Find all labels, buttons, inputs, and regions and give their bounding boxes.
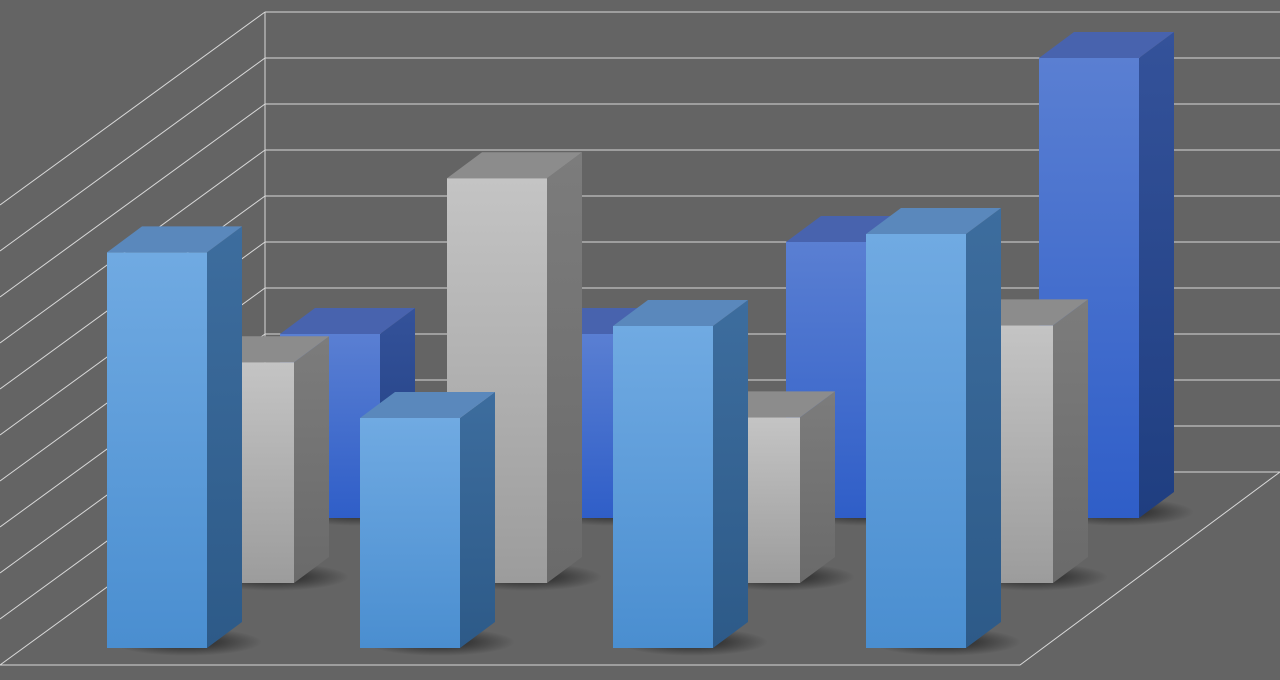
floor-edge <box>0 471 1280 666</box>
bar-top <box>613 300 748 326</box>
bar-side <box>294 336 329 583</box>
bar-front <box>613 326 713 648</box>
bar-top <box>866 208 1001 234</box>
bar-side <box>800 391 835 583</box>
bar-side <box>1053 299 1088 583</box>
gridline-side <box>0 103 266 298</box>
bar-top <box>447 152 582 179</box>
gridline-side <box>0 57 266 252</box>
gridline-side <box>0 11 266 206</box>
bar-top <box>1039 32 1174 58</box>
bar-top <box>360 392 495 418</box>
bar-side <box>1139 32 1174 518</box>
bar-top <box>280 308 415 334</box>
bar-front <box>866 234 966 648</box>
bar-top <box>107 226 242 253</box>
bar-side <box>966 208 1001 648</box>
bar-side <box>713 300 748 648</box>
bar-front <box>360 418 460 648</box>
bars <box>107 32 1194 656</box>
bar-front <box>107 252 207 648</box>
bar-side <box>460 392 495 648</box>
bar-side <box>207 226 242 648</box>
bar-side <box>547 152 582 583</box>
